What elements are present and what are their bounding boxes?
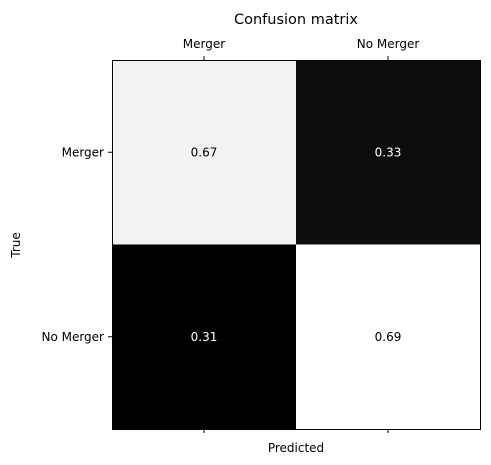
chart-title: Confusion matrix — [234, 12, 358, 28]
cell-value-label: 0.67 — [191, 145, 218, 159]
cell-value-label: 0.69 — [375, 330, 402, 344]
heatmap-cells — [112, 60, 480, 429]
x-tick-label: No Merger — [357, 37, 420, 51]
y-tick-label: No Merger — [41, 330, 104, 344]
y-tick-label: Merger — [62, 145, 104, 159]
x-axis-ticks-top: Merger No Merger — [183, 37, 420, 60]
y-axis-ticks: Merger No Merger — [41, 145, 112, 344]
cell-value-label: 0.33 — [375, 145, 402, 159]
x-tick-label: Merger — [183, 37, 225, 51]
cell-value-label: 0.31 — [191, 330, 218, 344]
x-axis-label: Predicted — [268, 441, 324, 455]
y-axis-label: True — [9, 232, 23, 259]
